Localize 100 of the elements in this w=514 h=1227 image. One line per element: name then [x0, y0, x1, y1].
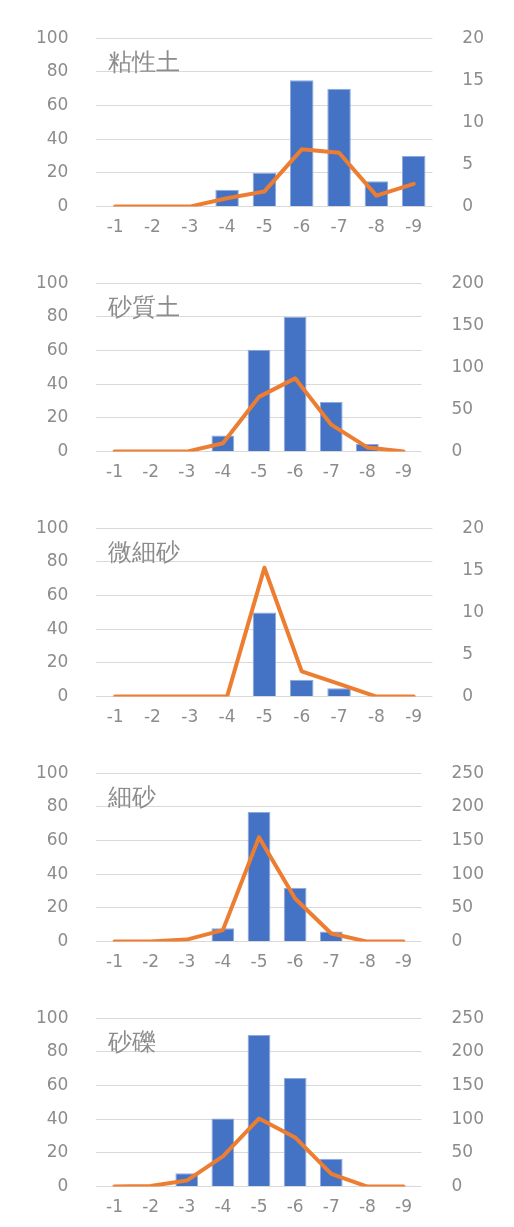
x-tick-label: -3 [178, 1196, 196, 1217]
y2-tick-label: 50 [451, 397, 474, 418]
y2-tick-label: 250 [451, 1006, 485, 1027]
y-tick-label: 20 [46, 896, 69, 917]
x-tick-label: -8 [367, 706, 385, 727]
y-tick-label: 0 [57, 685, 69, 706]
x-tick-label: -6 [286, 461, 304, 482]
text: 粘性土 [108, 48, 181, 77]
y-tick-label: 40 [46, 1107, 69, 1128]
y2-tick-label: 0 [462, 685, 474, 706]
y-tick-label: 60 [46, 828, 69, 849]
x-tick-label: -6 [293, 706, 311, 727]
y2-tick-label: 0 [451, 440, 463, 461]
y2-tick-label: 20 [462, 26, 485, 47]
y2-tick-label: 15 [462, 558, 485, 579]
y2-tick-label: 50 [451, 896, 474, 917]
y2-tick-label: 100 [451, 355, 485, 376]
y-tick-label: 100 [35, 516, 69, 537]
y-tick-label: 40 [46, 372, 69, 393]
x-tick-label: -7 [322, 951, 340, 972]
y-tick-label: 0 [57, 930, 69, 951]
y-tick-label: 100 [35, 271, 69, 292]
x-tick-label: -2 [143, 216, 161, 237]
text: 砂質土 [107, 293, 181, 322]
y-tick-label: 40 [46, 862, 69, 883]
y-tick-label: 100 [35, 26, 69, 47]
x-tick-label: -8 [358, 461, 376, 482]
x-tick-label: -5 [250, 951, 268, 972]
y-tick-label: 80 [46, 305, 69, 326]
x-tick-label: -1 [106, 706, 124, 727]
y-tick-label: 20 [46, 161, 69, 182]
y2-tick-label: 100 [451, 1107, 485, 1128]
y-tick-label: 0 [57, 440, 69, 461]
y2-tick-label: 200 [451, 1040, 485, 1061]
x-tick-label: -7 [330, 216, 348, 237]
y-tick-label: 60 [46, 93, 69, 114]
x-tick-label: -4 [214, 951, 232, 972]
x-tick-label: -8 [358, 951, 376, 972]
x-tick-label: -6 [286, 1196, 304, 1217]
x-tick-label: -5 [250, 461, 268, 482]
x-tick-label: -2 [142, 1196, 160, 1217]
y-tick-label: 0 [57, 1175, 69, 1196]
y2-tick-label: 0 [451, 1175, 463, 1196]
x-tick-label: -7 [322, 1196, 340, 1217]
y2-tick-label: 10 [462, 110, 485, 131]
y2-tick-label: 100 [451, 862, 485, 883]
x-tick-label: -4 [214, 1196, 232, 1217]
y2-tick-label: 10 [462, 600, 485, 621]
y-tick-label: 80 [46, 795, 69, 816]
x-tick-label: -9 [395, 1196, 412, 1217]
x-tick-label: -3 [181, 216, 199, 237]
x-tick-label: -3 [181, 706, 199, 727]
y2-tick-label: 0 [462, 195, 474, 216]
y-tick-label: 60 [46, 338, 69, 359]
x-tick-label: -1 [106, 461, 123, 482]
y2-tick-label: 150 [451, 313, 485, 334]
y-tick-label: 20 [46, 651, 69, 672]
y-tick-label: 60 [46, 583, 69, 604]
x-tick-label: -1 [106, 216, 124, 237]
x-tick-label: -2 [142, 461, 160, 482]
x-tick-label: -9 [395, 461, 412, 482]
x-tick-label: -3 [178, 461, 196, 482]
x-tick-label: -4 [218, 216, 236, 237]
x-tick-label: -9 [405, 216, 423, 237]
y-tick-label: 80 [46, 1040, 69, 1061]
x-tick-label: -5 [255, 706, 273, 727]
y2-tick-label: 0 [451, 930, 463, 951]
x-tick-label: -7 [322, 461, 340, 482]
x-tick-label: -6 [286, 951, 304, 972]
x-tick-label: -8 [367, 216, 385, 237]
y2-tick-label: 200 [451, 795, 485, 816]
text: 微細砂 [108, 538, 181, 567]
y2-tick-label: 5 [462, 642, 474, 663]
y-tick-label: 20 [46, 406, 69, 427]
y-tick-label: 100 [35, 761, 69, 782]
x-tick-label: -1 [106, 1196, 123, 1217]
x-tick-label: -9 [395, 951, 412, 972]
y-tick-label: 40 [46, 617, 69, 638]
y-tick-label: 60 [46, 1073, 69, 1094]
text: 細砂 [107, 783, 157, 812]
y2-tick-label: 15 [462, 68, 485, 89]
x-tick-label: -2 [143, 706, 161, 727]
x-tick-label: -3 [178, 951, 196, 972]
x-tick-label: -9 [405, 706, 423, 727]
y2-tick-label: 5 [462, 152, 474, 173]
x-tick-label: -6 [293, 216, 311, 237]
x-tick-label: -2 [142, 951, 160, 972]
y2-tick-label: 200 [451, 271, 485, 292]
y-tick-label: 80 [46, 60, 69, 81]
x-tick-label: -4 [214, 461, 232, 482]
x-tick-label: -5 [250, 1196, 268, 1217]
text: 砂礫 [107, 1028, 157, 1057]
y2-tick-label: 20 [462, 516, 485, 537]
x-tick-label: -7 [330, 706, 348, 727]
y2-tick-label: 250 [451, 761, 485, 782]
y2-tick-label: 150 [451, 1073, 485, 1094]
x-tick-label: -4 [218, 706, 236, 727]
y-tick-label: 20 [46, 1141, 69, 1162]
y-tick-label: 40 [46, 127, 69, 148]
x-tick-label: -1 [106, 951, 123, 972]
